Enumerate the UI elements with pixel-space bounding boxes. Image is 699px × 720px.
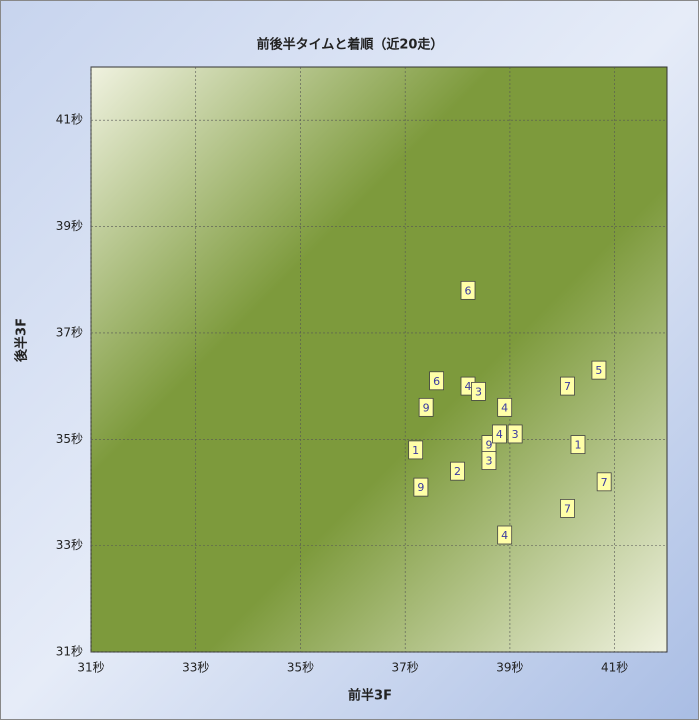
point [570,435,586,454]
point [471,382,486,401]
point [408,440,424,460]
x-tick-label: 35秒 [287,661,314,675]
y-axis-title: 後半3F [14,318,30,362]
point [507,424,523,444]
point-label: 4 [496,428,503,441]
point [492,424,507,444]
point [429,371,445,391]
point [497,525,513,545]
chart-title: 前後半タイムと着順（近20走） [257,37,444,53]
y-tick-label: 37秒 [56,325,83,339]
point-label: 4 [501,401,508,414]
point-label: 7 [601,476,608,489]
point-label: 3 [475,385,482,398]
y-tick-label: 41秒 [56,113,83,127]
point-label: 5 [595,364,602,377]
point [413,477,429,497]
point [497,397,513,417]
point-label: 9 [417,481,424,494]
x-tick-label: 41秒 [601,661,628,675]
y-tick-label: 33秒 [56,538,83,552]
point [460,280,476,300]
x-tick-label: 37秒 [392,661,419,675]
point [591,360,607,380]
point-label: 1 [412,444,419,457]
y-tick-label: 39秒 [56,219,83,233]
y-tick-label: 35秒 [56,432,83,446]
x-axis-title: 前半3F [348,688,392,704]
point-label: 6 [433,375,440,388]
point-label: 2 [454,465,461,478]
x-tick-label: 31秒 [77,661,104,675]
point [418,397,434,417]
point-label: 9 [423,401,430,414]
x-tick-label: 39秒 [496,661,523,675]
point [560,499,575,518]
point [481,451,497,470]
y-tick-label: 31秒 [56,645,83,659]
point-label: 4 [465,380,472,393]
plot-area [90,66,668,653]
point-label: 7 [564,380,571,393]
point-label: 6 [465,284,472,297]
point-label: 1 [574,439,581,452]
point [596,472,612,492]
x-tick-label: 33秒 [182,661,209,675]
point-label: 4 [501,529,508,542]
point [450,461,465,481]
point-label: 3 [512,428,519,441]
point-label: 3 [485,455,492,468]
point-label: 7 [564,502,571,515]
point [560,376,575,396]
point-label: 9 [485,439,492,452]
